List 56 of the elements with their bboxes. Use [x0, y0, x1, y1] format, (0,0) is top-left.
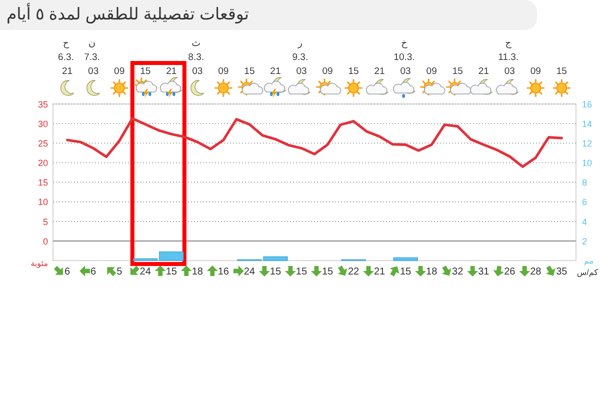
- y2-axis-title: مم: [584, 256, 594, 266]
- data-label: 15: [296, 266, 308, 278]
- x-tick-label: 15: [140, 66, 151, 77]
- x-tick-label: 09: [322, 66, 333, 77]
- text: كم/س: [576, 268, 598, 277]
- x-tick-label: 09: [218, 66, 229, 77]
- y-tick-label: 10: [38, 197, 48, 208]
- y-tick-label: 20: [38, 158, 48, 168]
- bar: [393, 257, 418, 261]
- y-tick-label: 35: [38, 99, 48, 110]
- x-tick-label: 21: [166, 66, 177, 77]
- data-label: 31: [478, 266, 490, 278]
- x-tick-label: 15: [556, 66, 567, 77]
- y2-tick-label: 8: [582, 178, 588, 188]
- x-tick-label: 09: [530, 66, 541, 77]
- data-label: 21: [374, 266, 386, 278]
- data-label: 32: [452, 266, 464, 278]
- y-tick-label: 15: [38, 178, 48, 188]
- y2-tick-label: 4: [582, 216, 588, 227]
- y-tick-label: 25: [38, 138, 48, 148]
- data-label: 6: [64, 266, 71, 278]
- data-label: 15: [400, 266, 412, 278]
- y2-tick-label: 2: [582, 236, 588, 246]
- y2-tick-label: 14: [582, 118, 592, 129]
- data-label: 24: [140, 266, 152, 278]
- x-tick-label: 21: [270, 66, 281, 77]
- x-tick-label: 09: [114, 66, 125, 77]
- data-label: 28: [530, 266, 542, 278]
- x-tick-label: 15: [348, 66, 359, 77]
- x-tick-label: 09: [426, 66, 437, 77]
- y2-tick-label: 16: [582, 99, 592, 110]
- x-tick-label: 21: [374, 66, 385, 77]
- data-label: 16: [218, 266, 230, 278]
- data-label: 5: [116, 266, 123, 278]
- y2-tick-label: 6: [582, 197, 588, 208]
- data-label: 15: [322, 266, 334, 278]
- x-tick-label: 15: [244, 66, 255, 77]
- x-tick-label: 21: [478, 66, 489, 77]
- y-tick-label: 30: [38, 118, 48, 129]
- y2-tick-label: 10: [582, 158, 592, 168]
- data-label: 24: [244, 266, 256, 278]
- data-label: 6: [90, 266, 97, 278]
- data-label: 15: [270, 266, 282, 278]
- y-tick-label: 0: [42, 236, 48, 246]
- data-label: 18: [426, 266, 438, 278]
- data-label: 22: [348, 266, 360, 278]
- y2-tick-label: 12: [582, 138, 592, 148]
- data-label: 35: [556, 266, 568, 278]
- y-axis-title: مئوية: [30, 259, 48, 268]
- data-label: 15: [166, 266, 178, 278]
- data-label: 18: [192, 266, 204, 278]
- x-tick-label: 15: [452, 66, 463, 77]
- chart-title: توقعات تفصيلية للطقس لمدة ٥ أيام: [6, 2, 250, 24]
- y-tick-label: 5: [42, 216, 48, 227]
- data-label: 26: [504, 266, 516, 278]
- line-series: [66, 117, 563, 168]
